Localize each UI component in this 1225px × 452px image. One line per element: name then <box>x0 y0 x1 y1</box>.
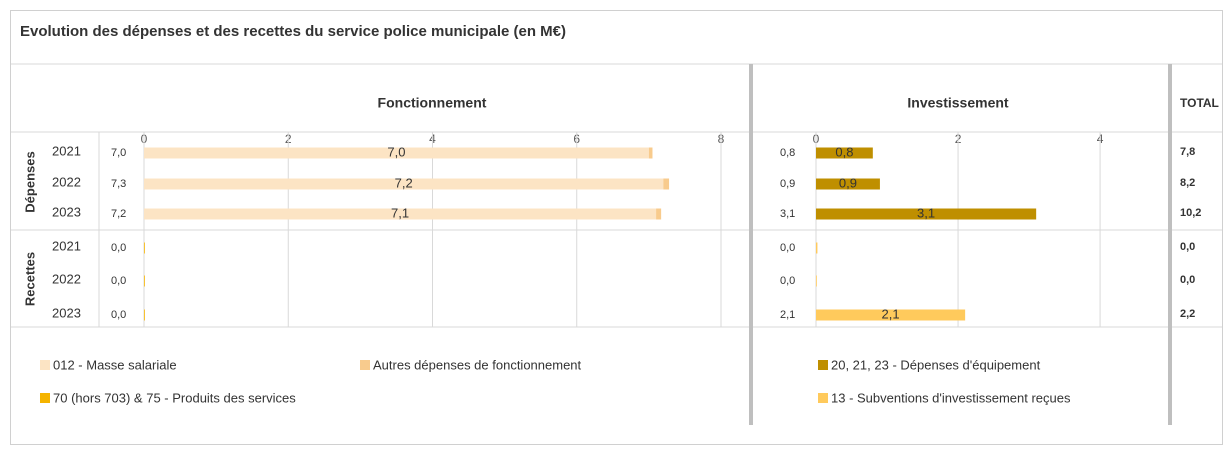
row-total: 0,0 <box>780 275 795 287</box>
bar <box>144 208 657 220</box>
row-total: 7,2 <box>111 208 126 220</box>
row-total: 3,1 <box>780 208 795 220</box>
bar <box>816 208 1037 220</box>
y-tick-label: 2022 <box>52 174 81 189</box>
row-total: 0,9 <box>780 178 795 190</box>
total-value: 0,0 <box>1180 274 1195 286</box>
row-total: 0,0 <box>111 275 126 287</box>
y-tick-label: 2023 <box>52 305 81 320</box>
legend-swatch <box>818 360 828 370</box>
bar <box>663 178 670 190</box>
bar <box>816 147 873 159</box>
bar <box>816 309 966 321</box>
bar <box>144 147 649 159</box>
value-label: 0,8 <box>835 144 853 159</box>
row-total: 0,0 <box>111 242 126 254</box>
panel-title: Investissement <box>907 95 1008 111</box>
value-label: 7,1 <box>391 205 409 220</box>
legend-swatch <box>360 360 370 370</box>
total-value: 2,2 <box>1180 308 1195 320</box>
value-label: 0,9 <box>839 175 857 190</box>
row-total: 0,0 <box>780 242 795 254</box>
value-label: 3,1 <box>917 205 935 220</box>
bar <box>656 208 662 220</box>
bar <box>816 242 818 254</box>
legend-label: 20, 21, 23 - Dépenses d'équipement <box>831 357 1041 372</box>
bar <box>144 178 664 190</box>
row-total: 2,1 <box>780 309 795 321</box>
total-value: 8,2 <box>1180 177 1195 189</box>
value-label: 2,1 <box>882 306 900 321</box>
bar <box>144 309 145 321</box>
bar <box>144 242 145 254</box>
row-total: 0,8 <box>780 147 795 159</box>
value-label: 7,0 <box>387 144 405 159</box>
y-tick-label: 2021 <box>52 238 81 253</box>
legend-label: 012 - Masse salariale <box>53 357 177 372</box>
group-label: Recettes <box>22 252 37 306</box>
chart-title: Evolution des dépenses et des recettes d… <box>20 23 566 40</box>
bar <box>816 275 817 287</box>
panel-title: Fonctionnement <box>378 95 487 111</box>
frame <box>10 10 1223 445</box>
legend-swatch <box>40 393 50 403</box>
total-value: 7,8 <box>1180 146 1195 158</box>
group-label: Dépenses <box>22 151 37 212</box>
total-header: TOTAL <box>1180 96 1219 110</box>
legend-swatch <box>40 360 50 370</box>
bar <box>648 147 653 159</box>
legend-label: Autres dépenses de fonctionnement <box>373 357 582 372</box>
legend-label: 70 (hors 703) & 75 - Produits des servic… <box>53 390 296 405</box>
bar <box>144 275 145 287</box>
bar <box>816 178 880 190</box>
row-total: 0,0 <box>111 309 126 321</box>
legend-label: 13 - Subventions d'investissement reçues <box>831 390 1071 405</box>
value-label: 7,2 <box>395 175 413 190</box>
row-total: 7,0 <box>111 147 126 159</box>
total-value: 10,2 <box>1180 207 1201 219</box>
y-tick-label: 2022 <box>52 271 81 286</box>
total-value: 0,0 <box>1180 241 1195 253</box>
legend-swatch <box>818 393 828 403</box>
y-tick-label: 2023 <box>52 204 81 219</box>
row-total: 7,3 <box>111 178 126 190</box>
y-tick-label: 2021 <box>52 143 81 158</box>
